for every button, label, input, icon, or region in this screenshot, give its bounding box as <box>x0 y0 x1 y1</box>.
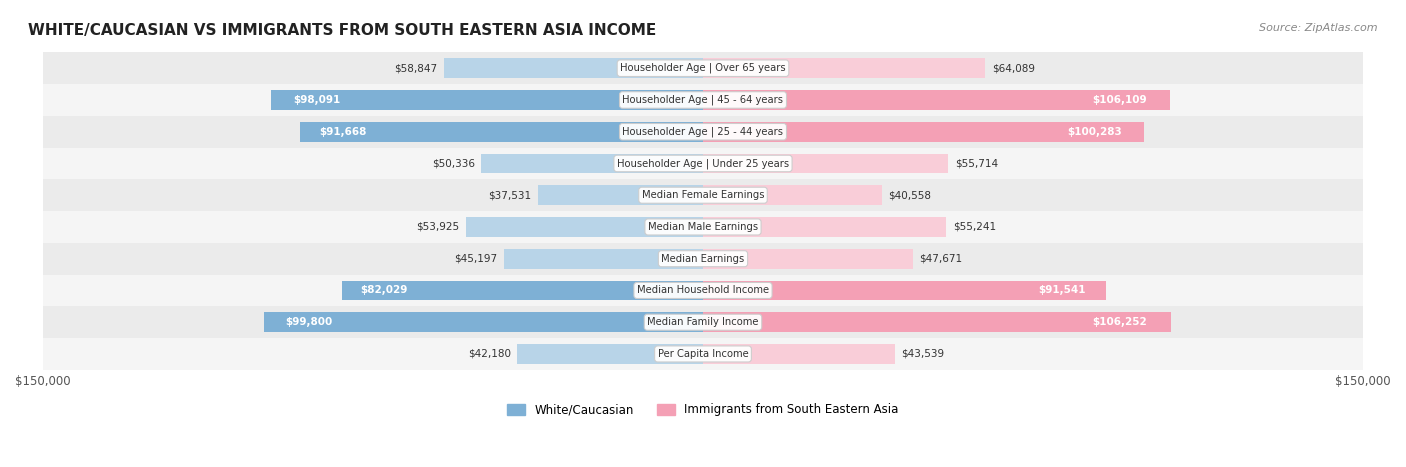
Text: Householder Age | 45 - 64 years: Householder Age | 45 - 64 years <box>623 95 783 105</box>
Bar <box>703 281 1107 300</box>
Bar <box>703 154 948 173</box>
Bar <box>703 90 1170 110</box>
Text: $106,252: $106,252 <box>1092 317 1147 327</box>
Bar <box>703 58 986 78</box>
Bar <box>42 243 1364 275</box>
Bar <box>703 312 1171 332</box>
Bar <box>703 217 946 237</box>
Text: Source: ZipAtlas.com: Source: ZipAtlas.com <box>1260 23 1378 33</box>
Bar <box>465 217 703 237</box>
Bar <box>538 185 703 205</box>
Text: Median Household Income: Median Household Income <box>637 285 769 296</box>
Bar <box>42 338 1364 370</box>
Bar <box>42 179 1364 211</box>
Bar <box>703 185 882 205</box>
Text: $99,800: $99,800 <box>285 317 333 327</box>
Bar <box>342 281 703 300</box>
Bar <box>42 84 1364 116</box>
Bar <box>481 154 703 173</box>
Text: $42,180: $42,180 <box>468 349 510 359</box>
Bar <box>703 344 894 364</box>
Legend: White/Caucasian, Immigrants from South Eastern Asia: White/Caucasian, Immigrants from South E… <box>502 399 904 421</box>
Text: $91,541: $91,541 <box>1038 285 1085 296</box>
Text: $98,091: $98,091 <box>292 95 340 105</box>
Text: $82,029: $82,029 <box>360 285 408 296</box>
Bar <box>299 122 703 142</box>
Bar <box>505 249 703 269</box>
Bar <box>42 306 1364 338</box>
Text: $64,089: $64,089 <box>991 63 1035 73</box>
Bar <box>444 58 703 78</box>
Text: $37,531: $37,531 <box>488 190 531 200</box>
Bar <box>42 116 1364 148</box>
Bar <box>42 275 1364 306</box>
Text: $55,714: $55,714 <box>955 158 998 169</box>
Bar <box>271 90 703 110</box>
Text: $100,283: $100,283 <box>1067 127 1122 137</box>
Text: Median Family Income: Median Family Income <box>647 317 759 327</box>
Text: $47,671: $47,671 <box>920 254 963 264</box>
Text: $40,558: $40,558 <box>889 190 931 200</box>
Text: $55,241: $55,241 <box>953 222 995 232</box>
Text: $43,539: $43,539 <box>901 349 945 359</box>
Bar <box>517 344 703 364</box>
Bar <box>42 148 1364 179</box>
Bar <box>42 211 1364 243</box>
Bar <box>42 52 1364 84</box>
Text: $45,197: $45,197 <box>454 254 498 264</box>
Text: Median Earnings: Median Earnings <box>661 254 745 264</box>
Bar <box>264 312 703 332</box>
Text: Median Female Earnings: Median Female Earnings <box>641 190 765 200</box>
Text: $50,336: $50,336 <box>432 158 475 169</box>
Text: WHITE/CAUCASIAN VS IMMIGRANTS FROM SOUTH EASTERN ASIA INCOME: WHITE/CAUCASIAN VS IMMIGRANTS FROM SOUTH… <box>28 23 657 38</box>
Text: $106,109: $106,109 <box>1092 95 1147 105</box>
Bar <box>703 249 912 269</box>
Text: Per Capita Income: Per Capita Income <box>658 349 748 359</box>
Text: $91,668: $91,668 <box>319 127 367 137</box>
Text: $58,847: $58,847 <box>394 63 437 73</box>
Bar <box>703 122 1144 142</box>
Text: Householder Age | Under 25 years: Householder Age | Under 25 years <box>617 158 789 169</box>
Text: Householder Age | 25 - 44 years: Householder Age | 25 - 44 years <box>623 127 783 137</box>
Text: Median Male Earnings: Median Male Earnings <box>648 222 758 232</box>
Text: Householder Age | Over 65 years: Householder Age | Over 65 years <box>620 63 786 73</box>
Text: $53,925: $53,925 <box>416 222 460 232</box>
